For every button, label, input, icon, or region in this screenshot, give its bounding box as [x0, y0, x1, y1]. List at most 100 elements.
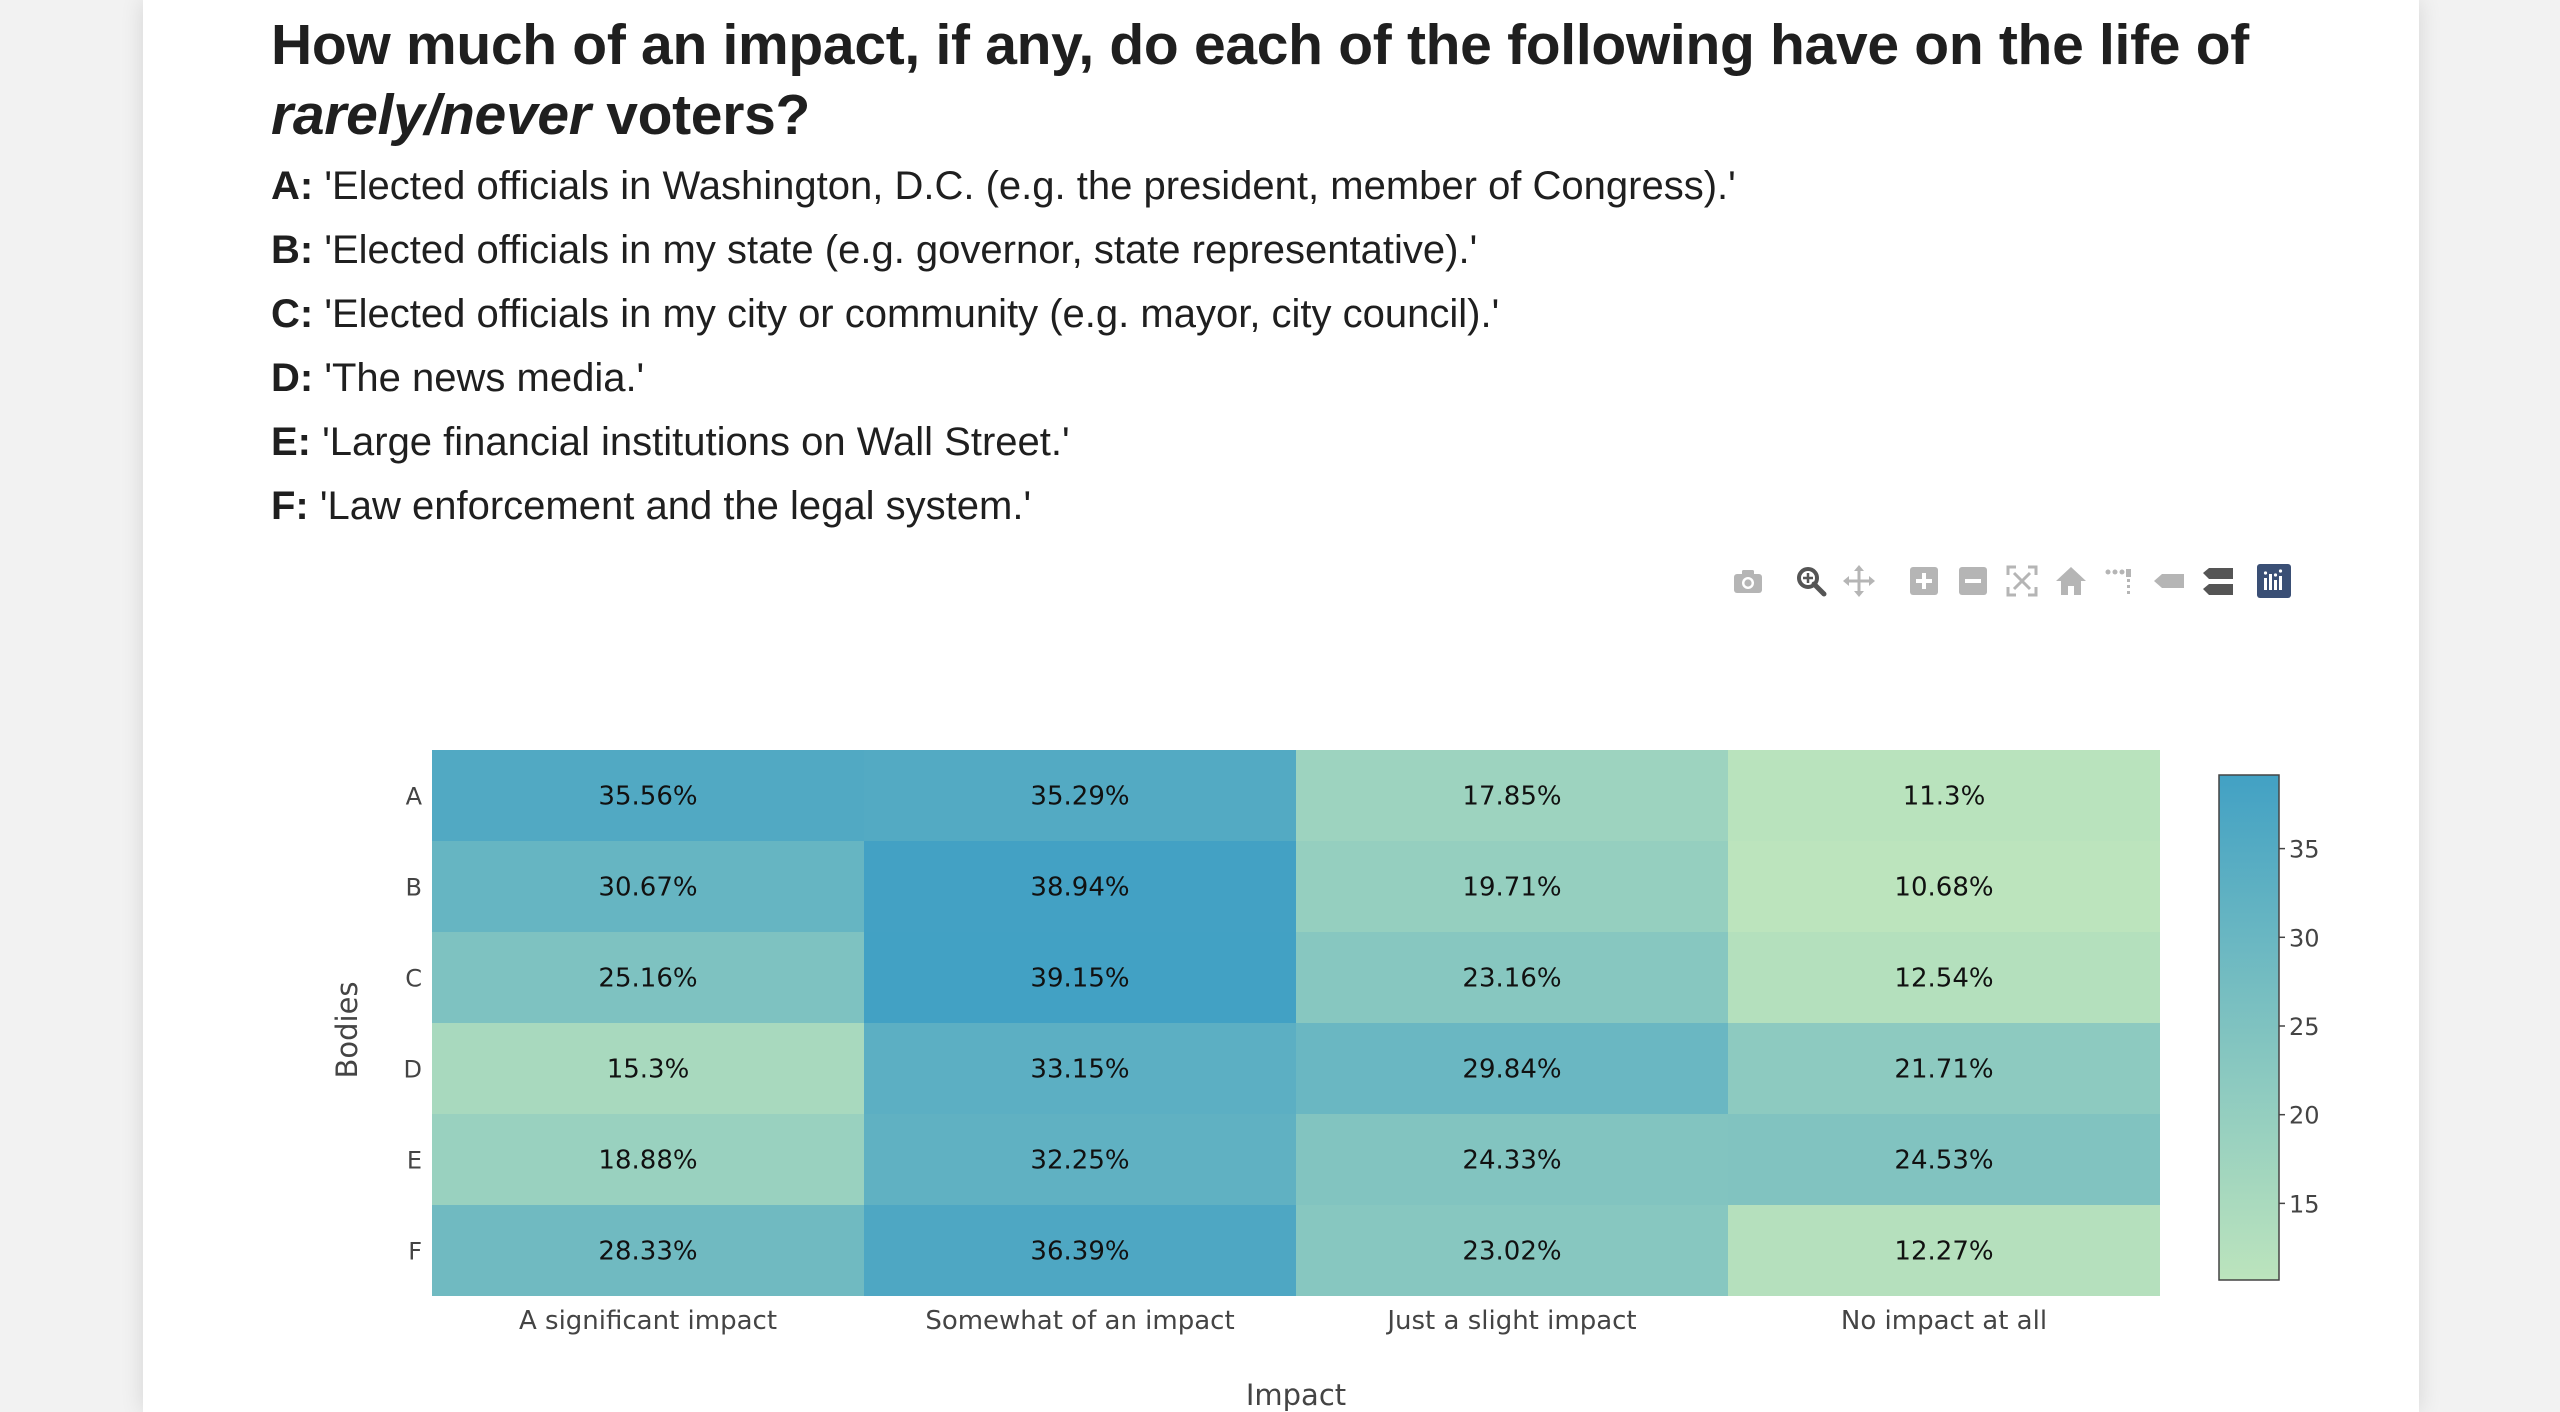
zoom-out-icon[interactable]: [1953, 561, 1993, 601]
heatmap-svg: 35.56% 35.29% 17.85% 11.3% 30.67% 38.94% 19.71…: [330, 750, 2320, 1412]
y-tick-label: E: [407, 1147, 422, 1175]
page-title: How much of an impact, if any, do each o…: [271, 10, 2271, 150]
heatmap-cell: [864, 1205, 1296, 1296]
colorbar-tick-label: 20: [2289, 1102, 2320, 1130]
cell-label: 29.84%: [1462, 1055, 1561, 1085]
cell-label: 39.15%: [1030, 964, 1129, 994]
zoom-icon[interactable]: [1791, 561, 1831, 601]
question-key: E:: [271, 420, 311, 464]
camera-icon[interactable]: [1728, 561, 1768, 601]
cell-label: 12.54%: [1894, 964, 1993, 994]
question-key: D:: [271, 356, 314, 400]
question-item: A: 'Elected officials in Washington, D.C…: [271, 154, 1736, 218]
reset-axes-icon[interactable]: [2051, 561, 2091, 601]
heatmap-cell: [864, 1023, 1296, 1114]
zoom-in-icon[interactable]: [1904, 561, 1944, 601]
question-item: E: 'Large financial institutions on Wall…: [271, 410, 1736, 474]
title-line1: How much of an impact, if any, do each o…: [271, 13, 2249, 77]
cell-label: 24.33%: [1462, 1146, 1561, 1176]
heatmap-cell: [1728, 1205, 2160, 1296]
question-text: 'Law enforcement and the legal system.': [308, 484, 1032, 528]
heatmap-cell: [1296, 1114, 1728, 1205]
heatmap-chart: 35.56% 35.29% 17.85% 11.3% 30.67% 38.94% 19.71…: [143, 0, 2419, 1412]
spike-lines-icon[interactable]: [2100, 561, 2140, 601]
question-text: 'The news media.': [313, 356, 645, 400]
cell-label: 32.25%: [1030, 1146, 1129, 1176]
cell-label: 11.3%: [1903, 782, 1986, 812]
heatmap-cell: [1296, 1023, 1728, 1114]
cell-label: 36.39%: [1030, 1237, 1129, 1267]
y-tick-label: D: [404, 1056, 422, 1084]
heatmap-cell: [432, 841, 864, 932]
question-item: D: 'The news media.': [271, 346, 1736, 410]
question-list: A: 'Elected officials in Washington, D.C…: [271, 154, 1736, 538]
cell-label: 23.02%: [1462, 1237, 1561, 1267]
cell-label: 24.53%: [1894, 1146, 1993, 1176]
y-tick-label: A: [406, 783, 423, 811]
heatmap-cell: [1728, 1023, 2160, 1114]
colorbar-tick-label: 15: [2289, 1190, 2320, 1218]
cell-label: 25.16%: [598, 964, 697, 994]
y-axis-title: Bodies: [330, 981, 364, 1078]
question-key: A:: [271, 164, 314, 208]
cell-label: 21.71%: [1894, 1055, 1993, 1085]
cell-label: 28.33%: [598, 1237, 697, 1267]
heatmap-cell: [432, 932, 864, 1023]
x-tick-label: Just a slight impact: [1385, 1306, 1636, 1336]
question-text: 'Elected officials in my state (e.g. gov…: [313, 228, 1478, 272]
title-emphasis: rarely/never: [271, 83, 591, 147]
heatmap-cell: [1728, 932, 2160, 1023]
title-rest: voters?: [590, 83, 810, 147]
colorbar-tick-label: 25: [2289, 1013, 2320, 1041]
cell-label: 35.56%: [598, 782, 697, 812]
plotly-logo-icon[interactable]: [2257, 564, 2291, 598]
cell-label: 30.67%: [598, 873, 697, 903]
heatmap-cell: [1296, 841, 1728, 932]
content-card: How much of an impact, if any, do each o…: [143, 0, 2419, 1412]
heatmap-cell: [864, 841, 1296, 932]
question-text: 'Elected officials in my city or communi…: [313, 292, 1500, 336]
heatmap-cell: [1728, 1114, 2160, 1205]
heatmap-cell: [1296, 750, 1728, 841]
cell-label: 23.16%: [1462, 964, 1561, 994]
y-tick-label: F: [408, 1238, 422, 1266]
x-axis-title: Impact: [1246, 1378, 1346, 1412]
autoscale-icon[interactable]: [2002, 561, 2042, 601]
heatmap-cell: [1296, 1205, 1728, 1296]
colorbar: [2218, 774, 2280, 1281]
cell-label: 10.68%: [1894, 873, 1993, 903]
plot-modebar: [1728, 561, 2508, 601]
colorbar-tick-label: 30: [2289, 924, 2320, 952]
hover-compare-icon[interactable]: [2198, 561, 2238, 601]
pan-icon[interactable]: [1839, 561, 1879, 601]
heatmap-cell: [432, 1114, 864, 1205]
y-tick-label: B: [406, 874, 422, 902]
question-text: 'Elected officials in Washington, D.C. (…: [313, 164, 1736, 208]
y-tick-label: C: [405, 965, 422, 993]
question-text: 'Large financial institutions on Wall St…: [311, 420, 1070, 464]
cell-label: 17.85%: [1462, 782, 1561, 812]
cell-label: 12.27%: [1894, 1237, 1993, 1267]
heatmap-cell: [1728, 750, 2160, 841]
colorbar-tick-label: 35: [2289, 836, 2320, 864]
cell-label: 35.29%: [1030, 782, 1129, 812]
heatmap-cell: [864, 1114, 1296, 1205]
x-tick-label: A significant impact: [519, 1306, 777, 1336]
heatmap-cell: [1728, 841, 2160, 932]
question-item: B: 'Elected officials in my state (e.g. …: [271, 218, 1736, 282]
x-tick-label: Somewhat of an impact: [925, 1306, 1234, 1336]
question-item: C: 'Elected officials in my city or comm…: [271, 282, 1736, 346]
cell-label: 19.71%: [1462, 873, 1561, 903]
question-item: F: 'Law enforcement and the legal system…: [271, 474, 1736, 538]
heatmap-cell: [432, 750, 864, 841]
x-tick-label: No impact at all: [1841, 1306, 2047, 1336]
hover-closest-icon[interactable]: [2149, 561, 2189, 601]
question-key: C:: [271, 292, 314, 336]
question-key: B:: [271, 228, 314, 272]
cell-label: 18.88%: [598, 1146, 697, 1176]
cell-label: 38.94%: [1030, 873, 1129, 903]
heatmap-cell: [864, 932, 1296, 1023]
cell-label: 33.15%: [1030, 1055, 1129, 1085]
heatmap-cell: [864, 750, 1296, 841]
heatmap-cell: [432, 1023, 864, 1114]
